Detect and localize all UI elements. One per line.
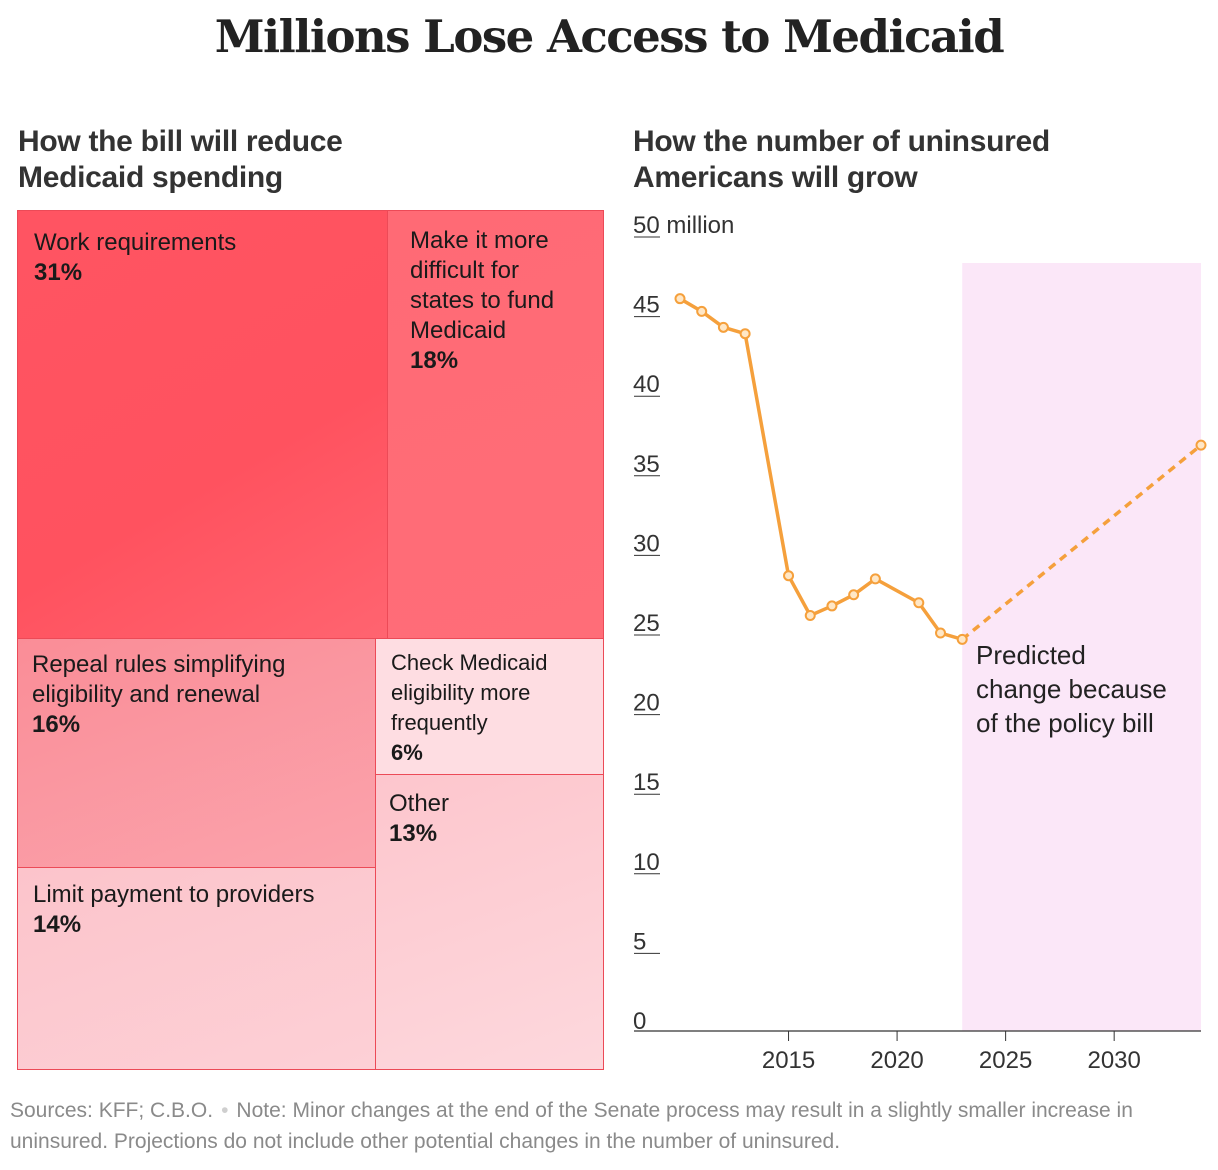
data-point-2022 bbox=[935, 627, 946, 639]
treemap-cell-check-eligibility bbox=[375, 638, 604, 775]
treemap-cell-repeal-rules bbox=[17, 638, 376, 868]
treemap-label-work-requirements: Work requirements 31% bbox=[34, 229, 237, 286]
projection-band bbox=[962, 263, 1201, 1031]
projection-annotation: change because bbox=[976, 674, 1167, 704]
data-point-2018 bbox=[848, 589, 860, 601]
x-tick-label: 2020 bbox=[870, 1047, 923, 1074]
treemap-label-state-funding: Make it more difficult for states to fun… bbox=[410, 227, 555, 374]
x-tick-label: 2015 bbox=[762, 1047, 815, 1074]
data-point-2012 bbox=[717, 321, 729, 333]
treemap-label-limit-payment: Limit payment to providers 14% bbox=[33, 881, 315, 938]
data-point-2021 bbox=[913, 597, 925, 609]
data-point-2011 bbox=[696, 305, 708, 317]
data-point-2016 bbox=[804, 609, 816, 621]
y-tick-label: 15 bbox=[633, 769, 660, 796]
footer-separator: • bbox=[221, 1099, 229, 1122]
treemap-label-other: Other 13% bbox=[389, 790, 450, 847]
series-line-uninsured bbox=[679, 297, 963, 642]
treemap-cell-other bbox=[375, 774, 604, 1070]
treemap-cell-state-funding bbox=[387, 210, 604, 639]
y-tick-label: 30 bbox=[633, 530, 660, 557]
data-point-2015 bbox=[783, 570, 795, 582]
x-tick-label: 2030 bbox=[1087, 1047, 1140, 1074]
footer: Sources: KFF; C.B.O. • Note: Minor changes… bbox=[10, 1095, 1210, 1157]
y-tick-label: 0 bbox=[633, 1008, 646, 1035]
treemap-cell-limit-payment bbox=[17, 867, 376, 1070]
projection-annotation: Predicted bbox=[976, 640, 1086, 670]
x-tick-label: 2025 bbox=[979, 1047, 1032, 1074]
y-tick-label: 45 bbox=[633, 292, 660, 319]
y-tick-label: 5 bbox=[633, 928, 646, 955]
y-tick-label: 50 million bbox=[633, 212, 734, 239]
data-point-projection-end bbox=[1195, 439, 1207, 451]
data-point-2017 bbox=[826, 600, 838, 612]
series-line-projection bbox=[961, 443, 1203, 641]
data-point-2023 bbox=[956, 633, 968, 645]
y-tick-label: 40 bbox=[633, 371, 660, 398]
footer-note: Note: Minor changes at the end of the Se… bbox=[10, 1099, 1133, 1153]
treemap-label-check-eligibility: Check Medicaid eligibility more frequent… bbox=[391, 650, 548, 765]
y-tick-label: 20 bbox=[633, 690, 660, 717]
chart-title: Millions Lose Access to Medicaid bbox=[214, 10, 1005, 63]
y-tick-label: 35 bbox=[633, 451, 660, 478]
treemap-label-repeal-rules: Repeal rules simplifying eligibility and… bbox=[32, 651, 286, 738]
y-tick-label: 10 bbox=[633, 849, 660, 876]
data-point-2013 bbox=[739, 328, 751, 340]
projection-annotation: of the policy bill bbox=[976, 708, 1154, 738]
treemap-cell-work-requirements bbox=[17, 210, 388, 639]
treemap-title: How the bill will reduce Medicaid spendi… bbox=[18, 125, 343, 194]
y-tick-label: 25 bbox=[633, 610, 660, 637]
data-point-2010 bbox=[674, 293, 686, 305]
data-point-2019 bbox=[869, 573, 881, 585]
line-chart-title: How the number of uninsured Americans wi… bbox=[633, 125, 1050, 194]
footer-sources: Sources: KFF; C.B.O. bbox=[10, 1099, 214, 1122]
